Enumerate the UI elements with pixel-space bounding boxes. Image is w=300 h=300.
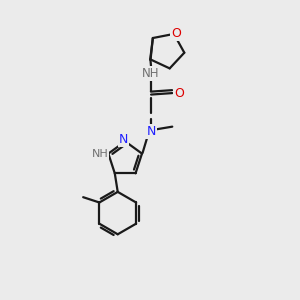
Text: N: N: [146, 125, 156, 139]
Text: O: O: [174, 87, 184, 100]
Text: NH: NH: [142, 67, 160, 80]
Text: N: N: [119, 133, 128, 146]
Text: NH: NH: [92, 148, 109, 159]
Text: O: O: [171, 27, 181, 40]
